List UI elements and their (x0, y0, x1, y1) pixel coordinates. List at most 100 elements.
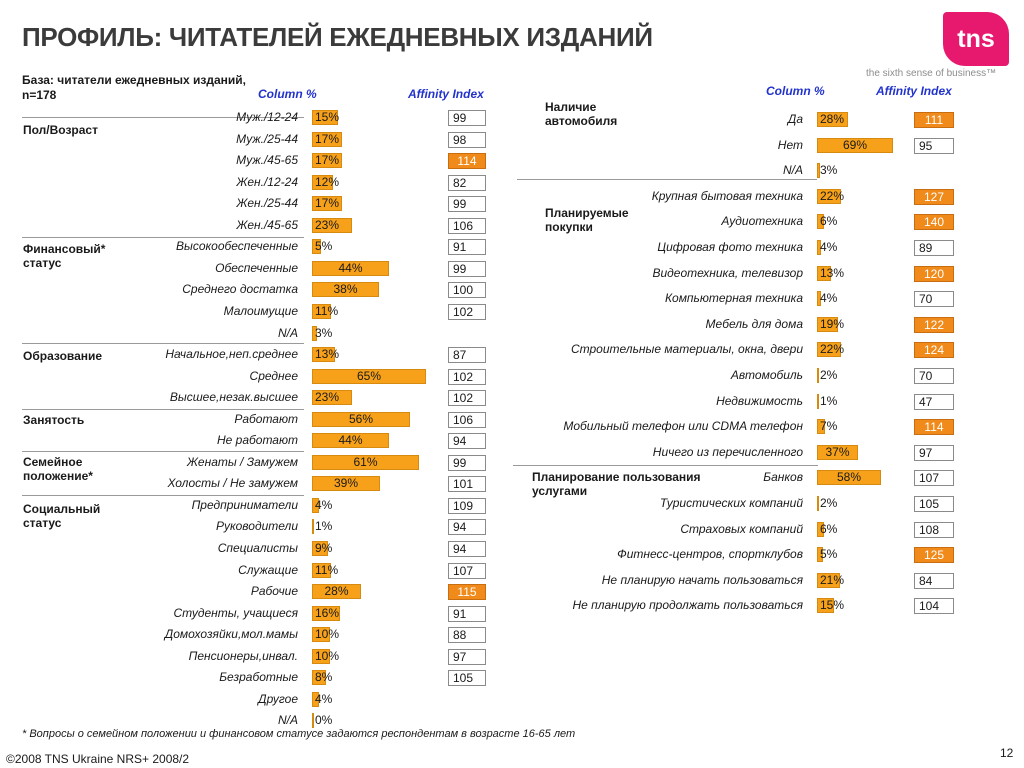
right-affinity-header: Affinity Index (876, 84, 952, 98)
right-row-affinity-index: 47 (914, 393, 954, 410)
left-row-affinity-index: 106 (448, 217, 486, 234)
group-gender-age: Пол/Возраст (23, 123, 98, 137)
left-row-label: N/A (277, 713, 298, 728)
right-row-label: Аудиотехника (721, 214, 803, 229)
right-row-affinity-index: 105 (914, 496, 954, 512)
right-column-pct-header: Column % (766, 84, 825, 98)
left-row-affinity-index: 115 (448, 584, 486, 601)
left-row-bar (312, 153, 342, 169)
left-row-pct: 1% (315, 519, 333, 534)
left-row-affinity-index: 99 (448, 454, 486, 471)
right-row-affinity-index: 70 (914, 368, 954, 384)
left-row-pct: 8% (315, 670, 333, 685)
left-row-affinity-index: 91 (448, 239, 486, 256)
left-row-pct: 23% (315, 217, 340, 232)
left-row-pct: 61% (353, 454, 378, 469)
separator (517, 179, 817, 180)
right-row-label: Цифровая фото техника (657, 240, 803, 254)
left-row-label: Жен./45-65 (236, 217, 298, 232)
left-row-pct: 10% (315, 648, 340, 663)
left-row-affinity-index: 99 (448, 260, 486, 277)
left-row-pct: 0% (315, 713, 333, 728)
group-planned-purchases: Планируемые покупки (545, 206, 629, 234)
right-row-affinity-index: 122 (914, 316, 954, 333)
right-row-label: Видеотехника, телевизор (652, 265, 803, 280)
right-row-pct: 21% (820, 572, 845, 587)
left-row-label: Предприниматели (191, 497, 298, 512)
left-row-affinity-index: 106 (448, 411, 486, 428)
left-row-label: Малоимущие (223, 303, 298, 318)
right-row-label: Не планирую продолжать пользоваться (572, 598, 803, 613)
right-row-affinity-index: 95 (914, 137, 954, 154)
base-description: База: читатели ежедневных изданий, (22, 73, 246, 87)
left-row-bar (312, 562, 331, 578)
left-row-label: Жен./12-24 (236, 174, 298, 189)
separator (22, 495, 304, 496)
left-row-pct: 38% (333, 282, 358, 297)
left-row-pct: 28% (324, 584, 349, 599)
left-row-bar (312, 110, 338, 125)
right-row-pct: 69% (842, 137, 868, 152)
right-row-affinity-index: 125 (914, 547, 954, 564)
left-row-label: Женаты / Замужем (186, 454, 298, 469)
left-row-bar (312, 605, 340, 621)
left-row-bar (312, 303, 331, 319)
right-row-pct: 5% (820, 547, 838, 562)
left-row-label: Холосты / Не замужем (167, 476, 298, 491)
group-social-status: Социальный статус (23, 502, 101, 530)
left-row-affinity-index: 102 (448, 368, 486, 385)
left-row-pct: 15% (315, 110, 340, 124)
left-row-pct: 10% (315, 627, 340, 642)
left-row-affinity-index: 99 (448, 110, 486, 126)
right-row-label: Мебель для дома (705, 316, 803, 331)
right-row-pct: 2% (820, 496, 838, 510)
right-row-affinity-index: 140 (914, 214, 954, 231)
right-row-bar (817, 188, 841, 204)
right-row-pct: 22% (820, 188, 845, 203)
left-row-affinity-index: 107 (448, 562, 486, 579)
right-row-affinity-index: 127 (914, 188, 954, 205)
right-row-pct: 6% (820, 521, 838, 536)
left-row-affinity-index: 94 (448, 519, 486, 536)
left-row-label: Другое (258, 691, 298, 706)
right-row-pct: 37% (825, 444, 850, 459)
left-row-bar (312, 454, 419, 470)
right-row-bar (817, 265, 831, 281)
left-row-pct: 4% (315, 691, 333, 706)
right-row-affinity-index: 97 (914, 444, 954, 461)
left-row-label: Высшее,незак.высшее (169, 390, 298, 405)
footnote: * Вопросы о семейном положении и финансо… (22, 728, 576, 740)
right-row-pct: 7% (820, 419, 838, 434)
left-row-pct: 3% (315, 325, 333, 340)
base-sample-size: n=178 (22, 88, 57, 102)
right-row-bar (817, 470, 881, 486)
right-row-affinity-index: 120 (914, 265, 954, 282)
left-row-pct: 16% (315, 605, 340, 620)
right-row-pct: 22% (820, 342, 845, 357)
separator (22, 237, 304, 238)
left-row-bar (312, 433, 389, 449)
left-row-pct: 56% (348, 411, 374, 426)
page-number: 12 (1000, 746, 1014, 760)
right-row-bar (817, 496, 819, 511)
left-row-affinity-index: 105 (448, 670, 486, 687)
left-row-bar (312, 390, 352, 406)
right-row-bar (817, 291, 821, 307)
left-row-affinity-index: 94 (448, 433, 486, 450)
left-row-bar (312, 131, 342, 147)
left-row-label: N/A (277, 325, 298, 340)
right-row-pct: 6% (820, 214, 838, 229)
right-row-label: Банков (763, 470, 803, 485)
right-row-label: Фитнесс-центров, спортклубов (617, 547, 803, 562)
right-row-affinity-index: 124 (914, 342, 954, 359)
left-row-affinity-index: 87 (448, 347, 486, 364)
left-row-label: Муж./12-24 (236, 110, 298, 124)
separator (22, 117, 304, 118)
left-row-bar (312, 497, 319, 513)
left-row-affinity-index: 98 (448, 131, 486, 148)
left-row-bar (312, 325, 317, 341)
left-row-bar (312, 282, 379, 298)
left-row-label: Жен./25-44 (236, 196, 298, 211)
right-row-affinity-index: 104 (914, 598, 954, 615)
left-row-bar (312, 368, 426, 384)
